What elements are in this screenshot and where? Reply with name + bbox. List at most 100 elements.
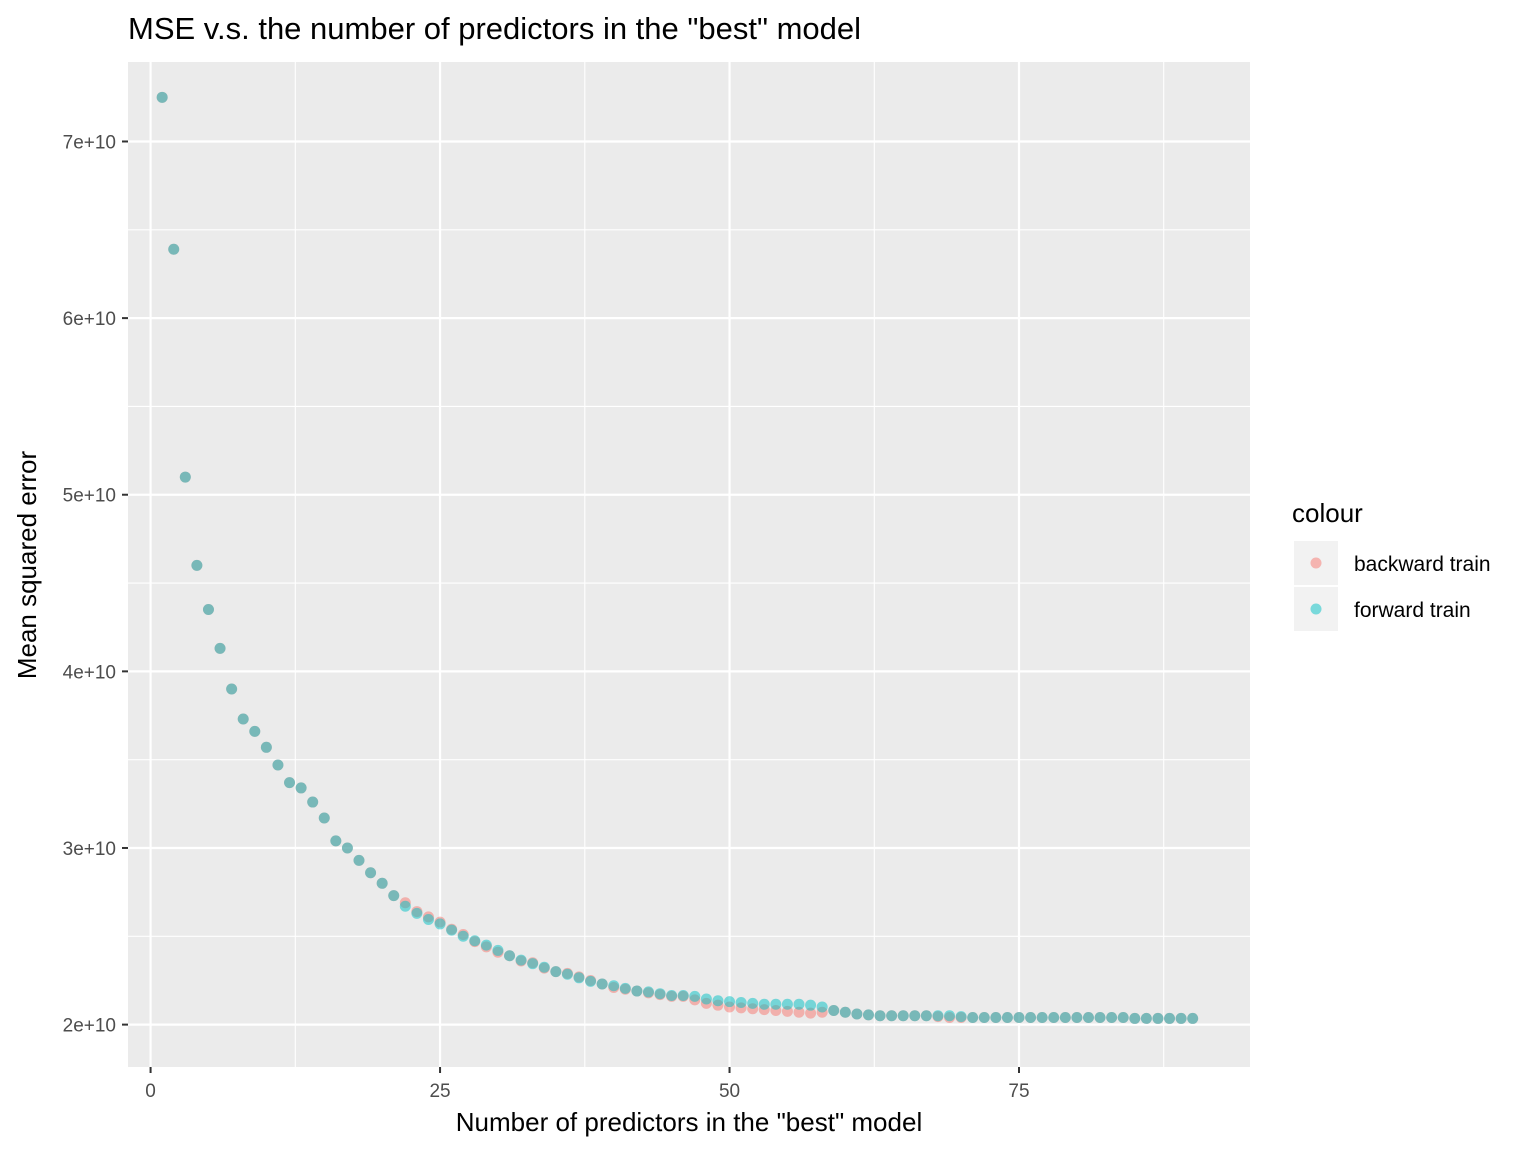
point-forward-train <box>1175 1012 1187 1024</box>
point-forward-train <box>1117 1012 1129 1024</box>
x-tick-label: 0 <box>145 1081 156 1102</box>
point-forward-train <box>1129 1012 1141 1024</box>
point-forward-train <box>862 1009 874 1021</box>
point-forward-train <box>700 993 712 1005</box>
legend-label-backward-train: backward train <box>1354 553 1491 576</box>
point-forward-train <box>735 997 747 1009</box>
point-forward-train <box>747 997 759 1009</box>
point-forward-train <box>596 978 608 990</box>
point-forward-train <box>550 966 562 978</box>
point-forward-train <box>237 713 249 725</box>
point-forward-train <box>353 854 365 866</box>
point-forward-train <box>619 982 631 994</box>
point-forward-train <box>168 243 180 255</box>
point-forward-train <box>828 1004 840 1016</box>
y-tick-label: 5e+10 <box>63 486 116 507</box>
minor-gridlines <box>128 62 1250 1067</box>
point-forward-train <box>527 958 539 970</box>
point-forward-train <box>909 1010 921 1022</box>
point-forward-train <box>932 1010 944 1022</box>
point-forward-train <box>1013 1012 1025 1024</box>
point-forward-train <box>897 1010 909 1022</box>
y-tick-label: 4e+10 <box>63 662 116 683</box>
point-forward-train <box>341 842 353 854</box>
major-gridlines <box>128 62 1250 1067</box>
y-tick-label: 6e+10 <box>63 309 116 330</box>
point-forward-train <box>538 961 550 973</box>
point-forward-train <box>422 914 434 926</box>
point-forward-train <box>1059 1012 1071 1024</box>
x-tick-label: 25 <box>429 1081 450 1102</box>
point-forward-train <box>689 990 701 1002</box>
y-tick-label: 2e+10 <box>63 1016 116 1037</box>
point-forward-train <box>793 998 805 1010</box>
point-forward-train <box>573 972 585 984</box>
point-forward-train <box>284 777 296 789</box>
point-forward-train <box>920 1010 932 1022</box>
point-forward-train <box>955 1011 967 1023</box>
point-forward-train <box>295 782 307 794</box>
point-forward-train <box>886 1010 898 1022</box>
point-forward-train <box>515 954 527 966</box>
point-forward-train <box>1187 1012 1199 1024</box>
legend: colour backward train forward train <box>1292 498 1491 631</box>
point-forward-train <box>1106 1012 1118 1024</box>
point-forward-train <box>1164 1012 1176 1024</box>
point-forward-train <box>272 759 284 771</box>
point-forward-train <box>446 924 458 936</box>
point-forward-train <box>504 950 516 962</box>
point-forward-train <box>307 796 319 808</box>
y-axis-title: Mean squared error <box>12 450 42 679</box>
point-forward-train <box>249 725 261 737</box>
point-backward-train <box>805 1007 817 1019</box>
point-forward-train <box>457 930 469 942</box>
plot-background <box>128 62 1250 1067</box>
point-forward-train <box>1152 1012 1164 1024</box>
point-forward-train <box>1036 1012 1048 1024</box>
point-forward-train <box>805 999 817 1011</box>
point-forward-train <box>179 471 191 483</box>
x-tick-label: 50 <box>719 1081 740 1102</box>
point-forward-train <box>1071 1012 1083 1024</box>
point-forward-train <box>1094 1012 1106 1024</box>
point-forward-train <box>666 989 678 1001</box>
x-tick-label: 75 <box>1008 1081 1029 1102</box>
point-forward-train <box>226 683 238 695</box>
point-forward-train <box>816 1001 828 1013</box>
y-tick-label: 7e+10 <box>63 132 116 153</box>
point-forward-train <box>492 944 504 956</box>
point-forward-train <box>214 642 226 654</box>
point-forward-train <box>202 604 214 616</box>
point-forward-train <box>758 998 770 1010</box>
point-forward-train <box>480 939 492 951</box>
point-forward-train <box>260 741 272 753</box>
point-forward-train <box>1140 1012 1152 1024</box>
legend-dot-backward-train <box>1310 557 1322 569</box>
chart-title: MSE v.s. the number of predictors in the… <box>128 11 861 46</box>
point-forward-train <box>851 1008 863 1020</box>
point-forward-train <box>156 91 168 103</box>
point-forward-train <box>978 1012 990 1024</box>
point-forward-train <box>1001 1012 1013 1024</box>
x-axis-title: Number of predictors in the "best" model <box>456 1107 922 1137</box>
point-forward-train <box>990 1012 1002 1024</box>
legend-dot-forward-train <box>1310 603 1322 615</box>
point-forward-train <box>944 1010 956 1022</box>
point-forward-train <box>1082 1012 1094 1024</box>
point-forward-train <box>654 988 666 1000</box>
point-forward-train <box>365 867 377 879</box>
legend-title: colour <box>1292 498 1363 528</box>
point-forward-train <box>631 985 643 997</box>
point-forward-train <box>411 907 423 919</box>
point-forward-train <box>399 900 411 912</box>
point-forward-train <box>677 989 689 1001</box>
point-forward-train <box>724 996 736 1008</box>
point-forward-train <box>967 1012 979 1024</box>
point-forward-train <box>608 980 620 992</box>
point-forward-train <box>585 975 597 987</box>
point-forward-train <box>781 998 793 1010</box>
point-forward-train <box>1025 1012 1037 1024</box>
point-forward-train <box>874 1010 886 1022</box>
y-tick-label: 3e+10 <box>63 839 116 860</box>
